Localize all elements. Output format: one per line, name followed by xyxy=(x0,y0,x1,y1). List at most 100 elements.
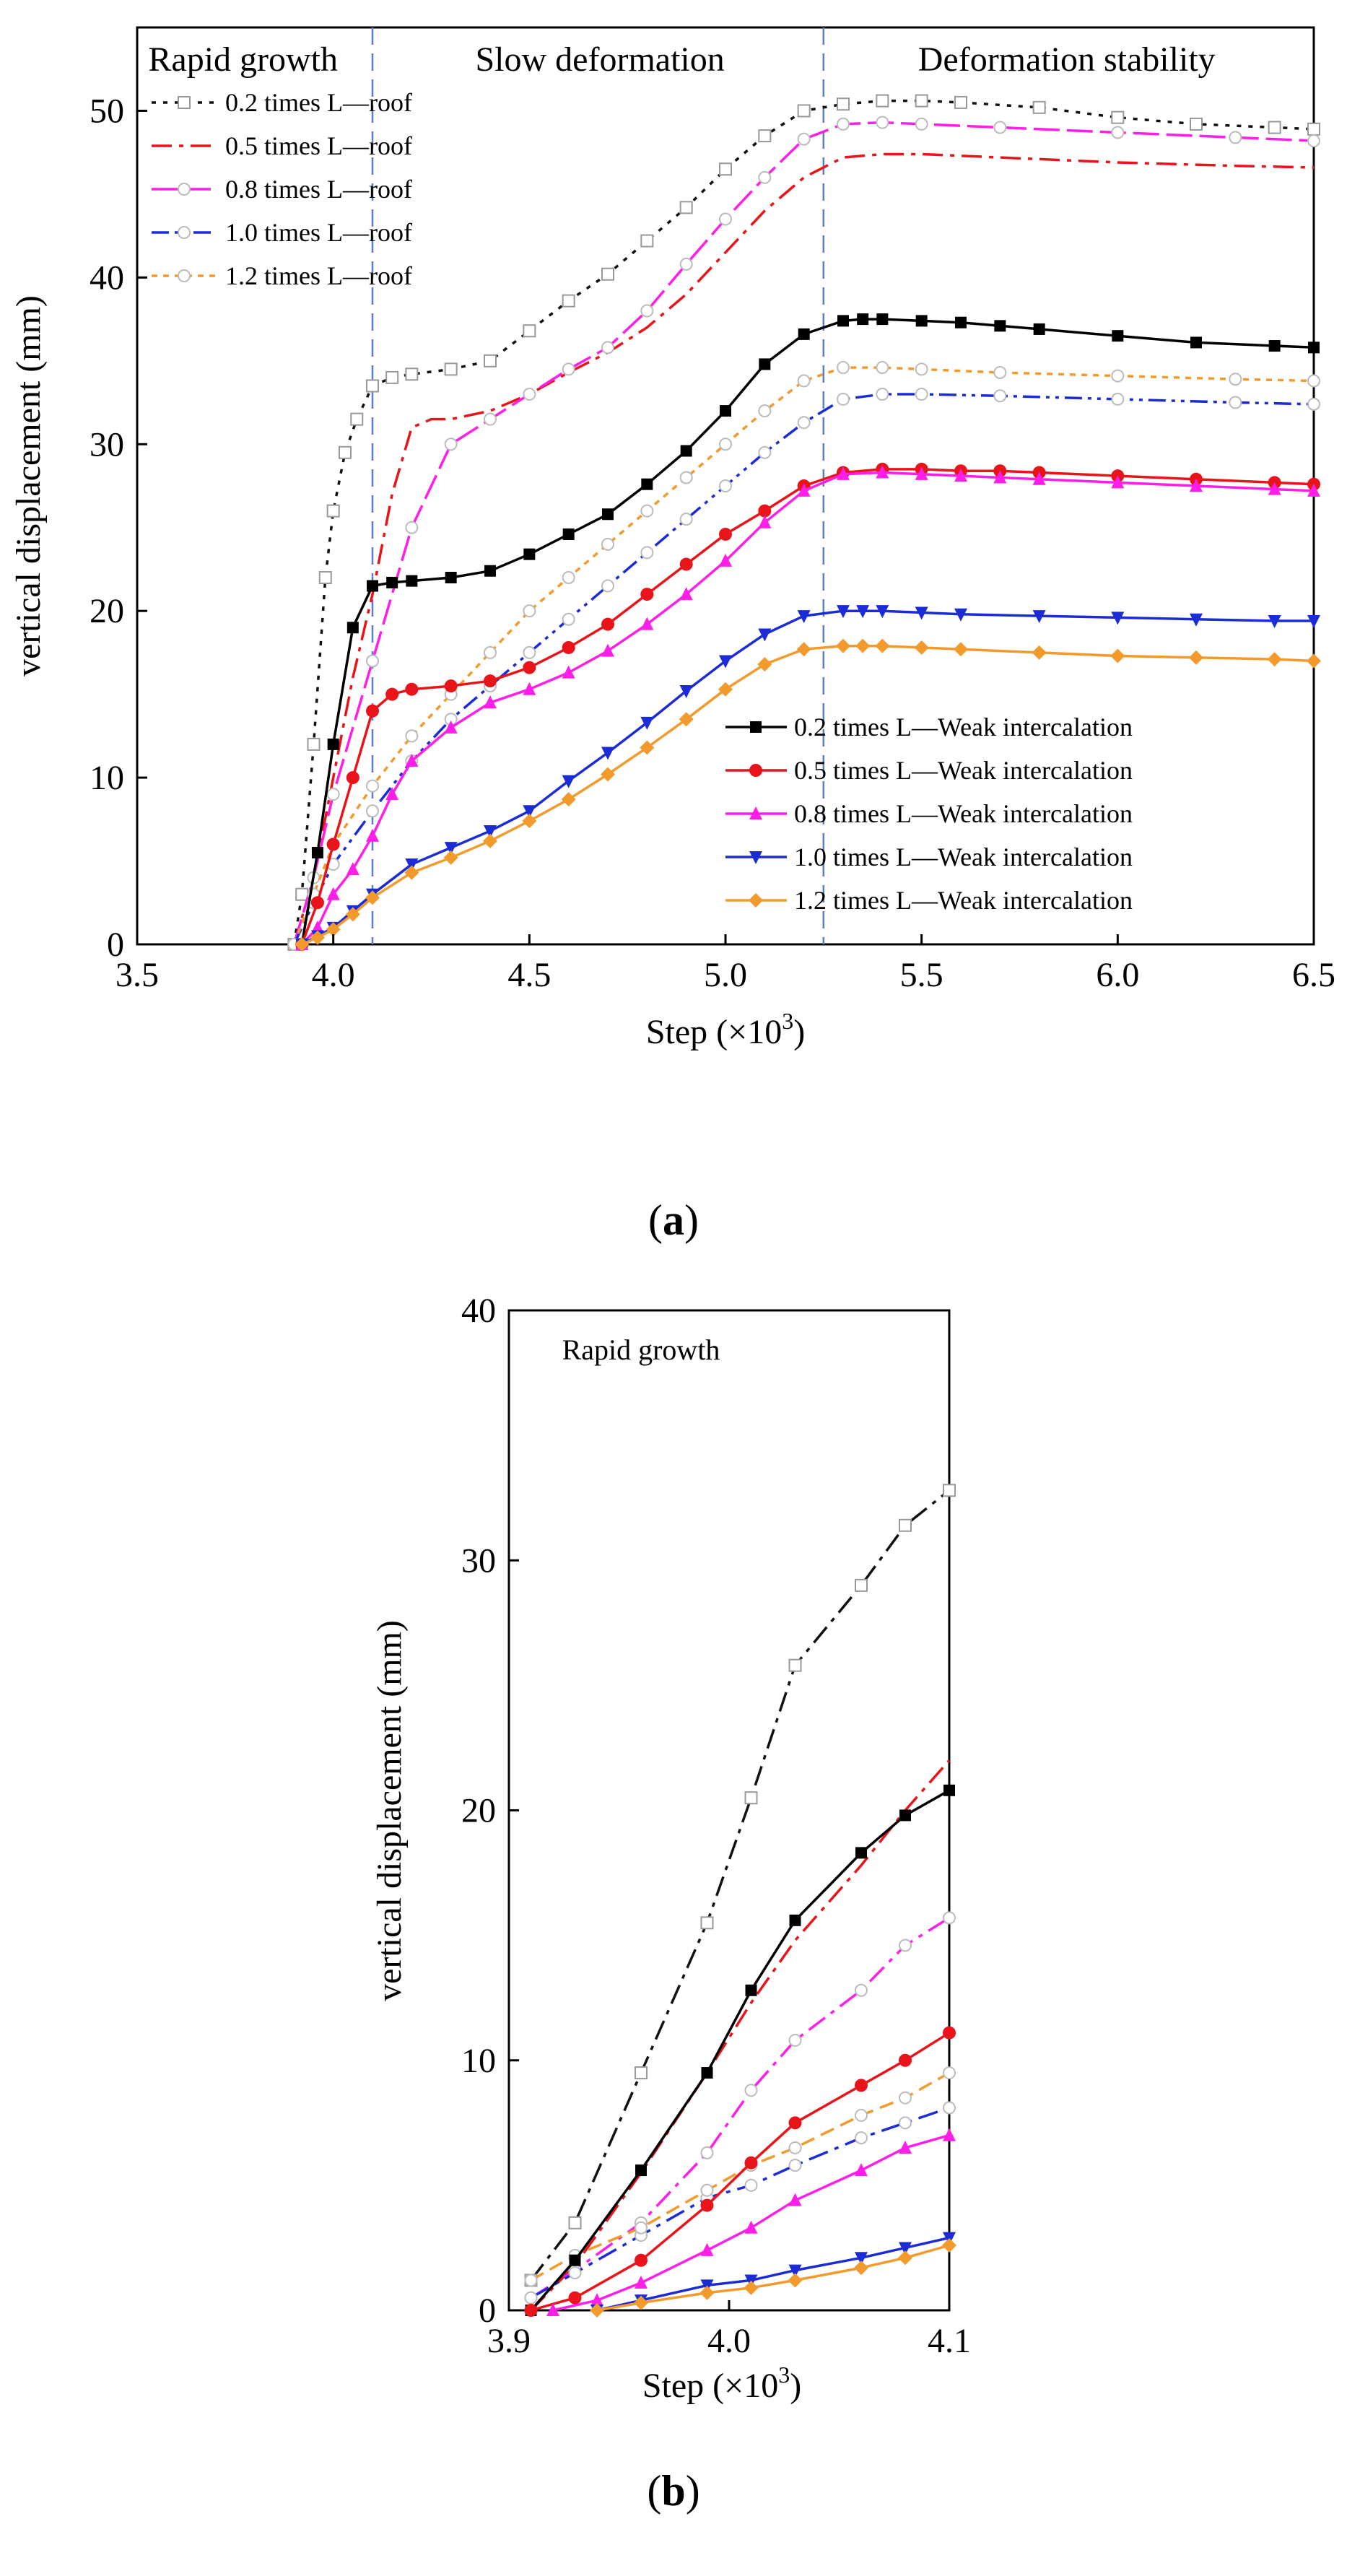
data-point xyxy=(954,95,967,109)
data-point xyxy=(523,604,536,618)
series-0-2-times-l-weak-intercalation xyxy=(525,1784,955,2316)
legend-marker xyxy=(749,851,762,864)
data-point xyxy=(1111,475,1125,489)
y-tick-label: 30 xyxy=(461,1541,496,1580)
data-point xyxy=(635,2221,648,2235)
data-point xyxy=(718,682,733,697)
data-point xyxy=(406,575,418,587)
panel-label-a: (a) xyxy=(648,1196,699,1244)
data-point xyxy=(601,747,614,760)
data-point xyxy=(719,212,732,226)
data-point xyxy=(758,129,772,143)
data-point xyxy=(524,2273,538,2287)
data-point xyxy=(915,606,928,620)
data-point xyxy=(915,94,928,108)
legend-label: 0.8 times L—roof xyxy=(225,175,412,204)
data-point xyxy=(855,638,871,653)
data-point xyxy=(385,370,399,384)
data-point xyxy=(700,2198,714,2212)
data-point xyxy=(1307,615,1320,629)
data-point xyxy=(915,388,928,401)
data-point xyxy=(855,2131,868,2145)
data-point xyxy=(326,837,340,851)
data-point xyxy=(601,579,614,593)
legend-marker xyxy=(178,183,191,196)
data-point xyxy=(561,792,576,807)
series-line xyxy=(596,2244,950,2312)
data-point xyxy=(855,2079,868,2092)
data-point xyxy=(295,937,310,952)
legend-marker xyxy=(749,806,762,819)
data-point xyxy=(1190,117,1203,131)
data-point xyxy=(640,546,654,560)
data-point xyxy=(310,896,324,910)
data-point xyxy=(311,847,323,858)
data-point xyxy=(562,571,575,584)
data-point xyxy=(943,2101,956,2115)
series-line xyxy=(301,644,1315,946)
data-point xyxy=(346,771,359,785)
data-point xyxy=(1307,397,1320,411)
series-1-2-times-l-roof xyxy=(287,361,1320,951)
legend-label: 1.0 times L—Weak intercalation xyxy=(794,843,1133,871)
data-point xyxy=(679,712,694,727)
data-point xyxy=(1307,374,1320,388)
data-point xyxy=(522,814,537,829)
series-line xyxy=(530,1759,951,2312)
data-point xyxy=(898,2250,912,2266)
data-point xyxy=(405,754,419,767)
series-line xyxy=(300,471,1315,946)
data-point xyxy=(679,257,693,271)
data-point xyxy=(1033,323,1045,335)
data-point xyxy=(345,907,360,922)
series-0-8-times-l-roof xyxy=(287,116,1320,951)
legend-item-1-0-times-l-roof: 1.0 times L—roof xyxy=(152,218,412,247)
data-point xyxy=(484,645,497,659)
data-point xyxy=(310,920,324,934)
data-point xyxy=(326,504,340,518)
data-point xyxy=(758,170,772,184)
data-point xyxy=(562,612,575,626)
legend-marker xyxy=(749,893,763,908)
y-tick-label: 0 xyxy=(479,2292,496,2330)
phase-label-rapid-growth: Rapid growth xyxy=(562,1333,720,1366)
series-0-5-times-l-roof xyxy=(530,1759,951,2312)
data-point xyxy=(701,2067,713,2079)
data-point xyxy=(601,267,614,281)
data-point xyxy=(797,483,811,497)
legend-item-1-2-times-l-roof: 1.2 times L—roof xyxy=(152,261,412,290)
x-tick-label: 3.9 xyxy=(487,2322,531,2360)
data-point xyxy=(310,930,325,945)
x-axis-label-a: Step (×103) xyxy=(646,1008,805,1051)
data-point xyxy=(1307,653,1321,669)
data-point xyxy=(788,2193,802,2206)
data-point xyxy=(385,787,399,801)
data-point xyxy=(876,605,889,619)
data-point xyxy=(523,645,536,659)
series-line xyxy=(530,1489,951,2281)
series-line xyxy=(300,318,1315,945)
data-point xyxy=(327,738,339,750)
data-point xyxy=(346,862,359,876)
series-line xyxy=(530,1916,950,2299)
data-point xyxy=(915,117,928,131)
data-point xyxy=(601,341,614,354)
legend-item-1-2-times-l-weak-intercalation: 1.2 times L—Weak intercalation xyxy=(725,886,1133,915)
data-point xyxy=(366,804,379,818)
data-point xyxy=(994,320,1006,332)
data-point xyxy=(524,2291,538,2305)
data-point xyxy=(744,1791,758,1805)
series-0-8-times-l-weak-intercalation xyxy=(546,2128,956,2316)
data-point xyxy=(365,890,380,905)
data-point xyxy=(837,315,849,327)
data-point xyxy=(366,379,379,393)
data-point xyxy=(744,2280,759,2295)
data-point xyxy=(679,513,693,526)
series-1-2-times-l-weak-intercalation xyxy=(590,2237,956,2318)
phase-labels-a: Rapid growth Slow deformation Deformation … xyxy=(148,40,1215,79)
data-point xyxy=(788,2116,802,2130)
data-point xyxy=(899,2091,912,2105)
data-point xyxy=(837,97,850,111)
y-tick-label: 40 xyxy=(461,1292,496,1330)
legend-marker xyxy=(750,721,762,733)
